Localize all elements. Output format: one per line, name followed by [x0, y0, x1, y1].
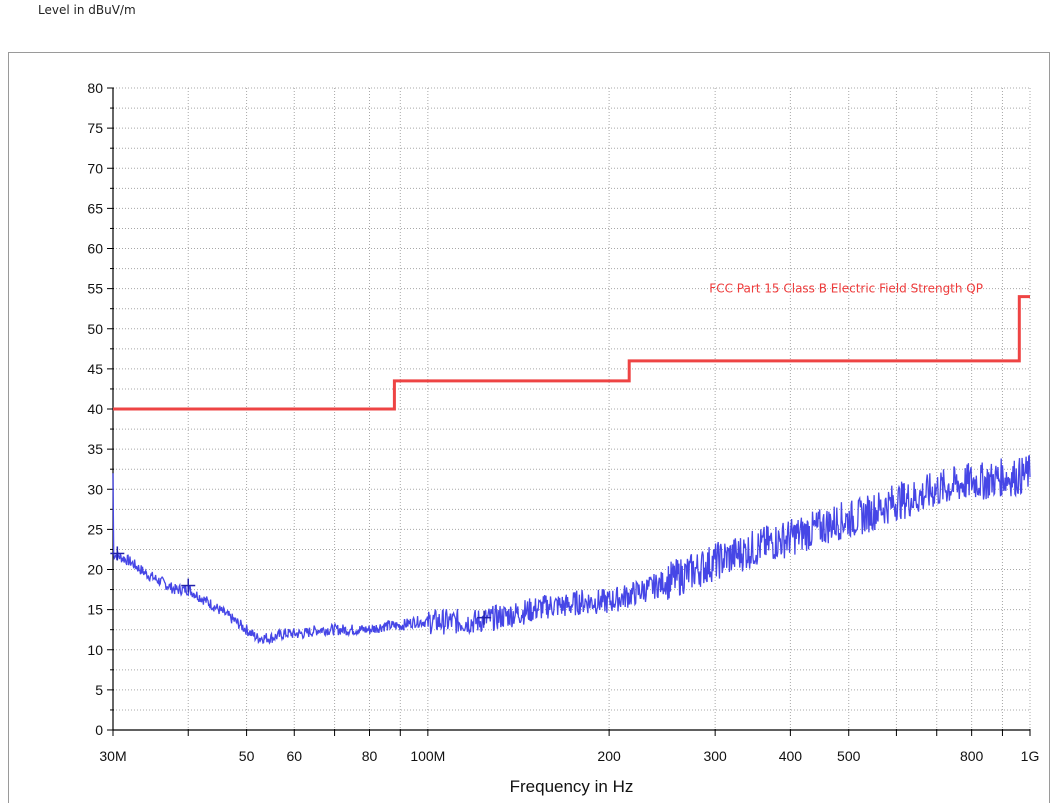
y-tick-label: 0: [95, 722, 103, 738]
y-tick-label: 65: [87, 200, 103, 216]
x-tick-label: 800: [960, 748, 984, 764]
y-tick-label: 25: [87, 521, 103, 537]
y-axis-label: Level in dBuV/m: [38, 3, 136, 17]
y-tick-label: 40: [87, 401, 103, 417]
y-tick-label: 10: [87, 642, 103, 658]
markers: [110, 546, 492, 625]
x-tick-label: 1G: [1021, 748, 1040, 764]
y-tick-label: 70: [87, 160, 103, 176]
x-axis-title: Frequency in Hz: [510, 777, 634, 796]
y-tick-label: 60: [87, 241, 103, 257]
y-tick-label: 50: [87, 321, 103, 337]
axes: [107, 87, 1031, 736]
series: [112, 295, 1031, 645]
y-tick-label: 75: [87, 120, 103, 136]
x-tick-labels: 30M 50 60 80 100M 200 300 400 500 800 1G: [99, 748, 1039, 764]
y-tick-label: 35: [87, 441, 103, 457]
x-tick-label: 50: [239, 748, 255, 764]
measured-emission-trace: [112, 455, 1031, 645]
limit-line-label: FCC Part 15 Class B Electric Field Stren…: [709, 282, 983, 296]
plot-frame: [8, 52, 1050, 803]
y-tick-label: 5: [95, 682, 103, 698]
x-tick-label: 30M: [99, 748, 126, 764]
x-tick-label: 400: [779, 748, 803, 764]
x-tick-label: 80: [362, 748, 378, 764]
y-tick-label: 20: [87, 562, 103, 578]
y-tick-label: 45: [87, 361, 103, 377]
x-tick-label: 500: [837, 748, 861, 764]
y-tick-label: 55: [87, 281, 103, 297]
limit-line-fcc-class-b: [113, 295, 1030, 411]
y-tick-label: 80: [87, 80, 103, 96]
y-tick-label: 15: [87, 602, 103, 618]
y-tick-label: 30: [87, 481, 103, 497]
y-tick-labels: 0 5 10 15 20 25 30 35 40 45 50 55 60 65 70 75 80: [87, 80, 103, 738]
x-tick-label: 300: [703, 748, 727, 764]
x-tick-label: 60: [286, 748, 302, 764]
x-tick-label: 100M: [410, 748, 445, 764]
x-tick-label: 200: [597, 748, 621, 764]
